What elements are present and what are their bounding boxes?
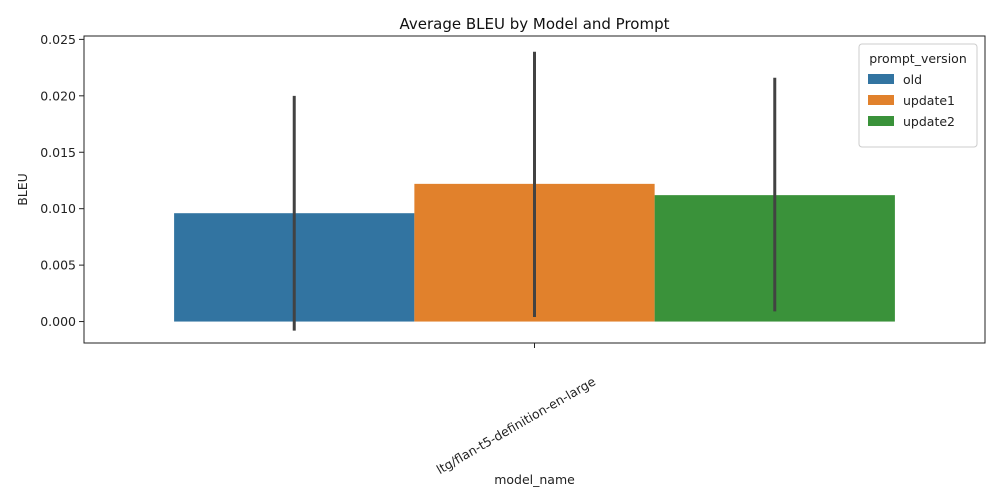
legend-label-old: old [903, 72, 922, 87]
x-axis-label: model_name [494, 472, 575, 487]
legend-swatch-update1 [868, 95, 894, 105]
chart-title: Average BLEU by Model and Prompt [399, 15, 669, 33]
error-bars-group [292, 51, 777, 331]
plot-frame [83, 35, 986, 344]
legend-title: prompt_version [869, 51, 967, 66]
y-tick-label: 0.010 [40, 201, 76, 216]
y-tick-label: 0.020 [40, 88, 76, 103]
legend-swatch-update2 [868, 116, 894, 126]
y-tick-label: 0.025 [40, 32, 76, 47]
y-tick-label: 0.015 [40, 145, 76, 160]
y-axis-label: BLEU [15, 173, 30, 206]
y-tick-label: 0.000 [40, 314, 76, 329]
y-tick-label: 0.005 [40, 258, 76, 273]
legend-label-update1: update1 [903, 93, 955, 108]
y-axis: 0.000 0.005 0.010 0.015 0.020 0.025 [40, 32, 84, 329]
legend-label-update2: update2 [903, 114, 955, 129]
x-tick-label: ltg/flan-t5-definition-en-large [434, 373, 599, 477]
x-axis: ltg/flan-t5-definition-en-large [434, 343, 599, 477]
legend: prompt_version old update1 update2 [858, 43, 978, 148]
legend-swatch-old [868, 74, 894, 84]
